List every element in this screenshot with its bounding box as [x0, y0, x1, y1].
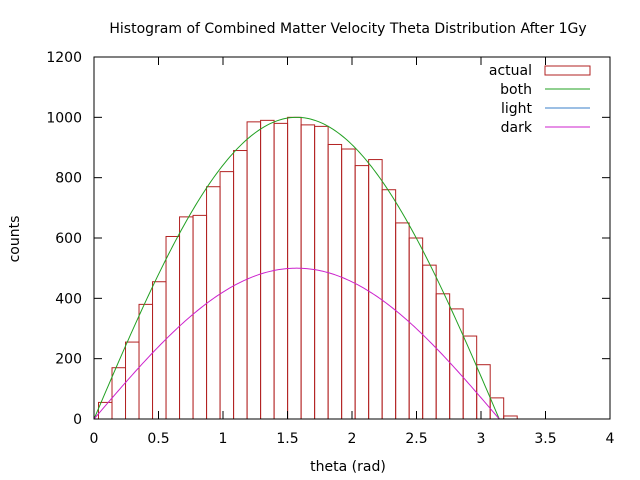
- histogram-bar: [462, 335, 478, 420]
- y-tick-label: 400: [55, 291, 82, 307]
- plot-frame: [93, 56, 611, 420]
- histogram-bar: [435, 293, 451, 420]
- histogram-bar: [381, 189, 397, 420]
- x-tick-label: 3: [477, 431, 486, 447]
- legend-label-light: light: [501, 101, 533, 117]
- histogram-bar: [314, 125, 329, 420]
- curve-both: [93, 116, 500, 420]
- legend-swatch-actual: [544, 65, 591, 76]
- x-axis-label: theta (rad): [310, 459, 386, 475]
- histogram-bar: [368, 159, 383, 420]
- histogram-bar: [273, 122, 289, 420]
- legend-label-both: both: [500, 82, 532, 98]
- histogram-bar: [260, 119, 275, 420]
- histogram-bar: [219, 171, 235, 420]
- y-tick-label: 600: [55, 231, 82, 247]
- histogram-bar: [422, 264, 437, 420]
- y-tick-label: 800: [55, 171, 82, 187]
- y-tick-label: 200: [55, 352, 82, 368]
- x-tick-label: 1: [219, 431, 228, 447]
- x-tick-label: 0: [90, 431, 99, 447]
- x-tick-label: 2.5: [405, 431, 427, 447]
- curve-dark: [93, 267, 500, 420]
- y-tick-label: 0: [73, 412, 82, 428]
- histogram-bar: [192, 214, 208, 420]
- axis-ticks: 0 0.5 1 1.5 2 2.5 3 3.5 4 0 200 400 600 800 1000 1200: [46, 50, 614, 447]
- curve-lines: [93, 116, 500, 420]
- legend: actual both light dark: [489, 63, 591, 136]
- y-axis-label: counts: [7, 216, 23, 263]
- histogram-bar: [300, 124, 316, 420]
- x-tick-label: 0.5: [147, 431, 169, 447]
- x-tick-label: 4: [606, 431, 615, 447]
- histogram-bar: [341, 148, 356, 420]
- legend-label-dark: dark: [501, 120, 533, 136]
- histogram-bar: [138, 303, 154, 420]
- histogram-bar: [327, 143, 343, 420]
- x-tick-label: 2: [348, 431, 357, 447]
- histogram-bar: [246, 121, 262, 420]
- histogram-bar: [206, 186, 221, 420]
- legend-label-actual: actual: [489, 63, 532, 79]
- y-tick-label: 1000: [46, 110, 82, 126]
- histogram-bar: [354, 165, 370, 420]
- histogram-bar: [179, 216, 194, 420]
- histogram-bar: [395, 222, 410, 420]
- x-tick-label: 3.5: [534, 431, 556, 447]
- chart-title: Histogram of Combined Matter Velocity Th…: [109, 21, 586, 37]
- y-tick-label: 1200: [46, 50, 82, 66]
- x-tick-label: 1.5: [276, 431, 298, 447]
- histogram-bar: [111, 367, 127, 420]
